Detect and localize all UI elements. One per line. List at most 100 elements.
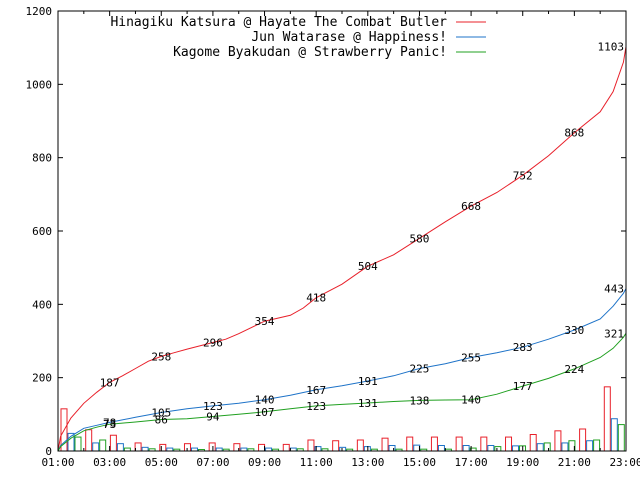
data-label: 78 (103, 416, 116, 429)
data-label: 418 (306, 292, 326, 305)
point-labels: 187 258 296 354 418 504 580 668 752 868 1103 78 105 1… (100, 41, 624, 432)
hourly-bar (92, 442, 100, 452)
data-label: 107 (255, 406, 275, 419)
hourly-bar (494, 446, 502, 452)
data-label: 283 (513, 341, 533, 354)
hourly-bar (455, 436, 463, 452)
series-line (57, 333, 627, 452)
data-label: 668 (461, 200, 481, 213)
x-tick-label: 07:00 (196, 456, 229, 469)
hourly-bar (208, 442, 216, 452)
data-label: 224 (564, 363, 584, 376)
hourly-bar (487, 445, 495, 452)
hourly-bar (258, 443, 266, 452)
hourly-bar (413, 444, 421, 452)
data-label: 140 (461, 394, 481, 407)
y-tick-label: 400 (32, 298, 52, 311)
hourly-bar (282, 443, 290, 452)
data-label: 131 (358, 397, 378, 410)
hourly-bar (159, 443, 167, 452)
data-label: 140 (255, 394, 275, 407)
hourly-bar (85, 429, 93, 452)
data-label: 1103 (598, 41, 625, 54)
hourly-bar (332, 440, 340, 452)
hourly-bar (561, 442, 569, 452)
data-label: 580 (410, 232, 430, 245)
data-label: 868 (564, 127, 584, 140)
data-label: 138 (410, 394, 430, 407)
x-tick-label: 13:00 (351, 456, 384, 469)
series-lines (57, 46, 627, 452)
x-tick-label: 19:00 (506, 456, 539, 469)
hourly-bar (505, 436, 513, 452)
data-label: 123 (203, 400, 223, 413)
hourly-bar (554, 430, 562, 452)
data-label: 167 (306, 384, 326, 397)
data-label: 187 (100, 376, 120, 389)
hourly-bar (134, 442, 142, 452)
legend-label: Hinagiku Katsura @ Hayate The Combat But… (110, 15, 447, 30)
axes: 0 200 400 600 800 1000 1200 01:00 03:00 05:00 07:0… (26, 5, 640, 469)
y-tick-label: 1200 (26, 5, 53, 18)
hourly-bar (603, 386, 611, 452)
hourly-bar (388, 445, 396, 452)
hourly-bar (586, 440, 594, 452)
x-tick-label: 15:00 (403, 456, 436, 469)
hourly-bar (579, 428, 587, 452)
hourly-bar (99, 439, 107, 452)
data-label: 94 (206, 411, 220, 424)
y-tick-label: 1000 (26, 78, 53, 91)
data-label: 191 (358, 375, 378, 388)
y-tick-label: 200 (32, 372, 52, 385)
data-label: 354 (255, 315, 275, 328)
x-tick-label: 09:00 (248, 456, 281, 469)
x-tick-label: 05:00 (145, 456, 178, 469)
data-label: 255 (461, 352, 481, 365)
hourly-bar (593, 439, 601, 452)
hourly-bar (356, 439, 364, 452)
data-label: 177 (513, 380, 533, 393)
hourly-bar (529, 434, 537, 452)
hourly-bar (381, 437, 389, 452)
series-line (57, 46, 627, 452)
x-tick-label: 11:00 (300, 456, 333, 469)
hourly-bar (512, 445, 520, 452)
y-tick-label: 800 (32, 152, 52, 165)
x-tick-label: 01:00 (41, 456, 74, 469)
legend-label: Jun Watarase @ Happiness! (251, 30, 447, 45)
data-label: 73 (103, 418, 116, 431)
data-label: 105 (151, 407, 171, 420)
x-tick-label: 21:00 (558, 456, 591, 469)
hourly-bar (109, 434, 117, 452)
data-label: 123 (306, 400, 326, 413)
legend: Hinagiku Katsura @ Hayate The Combat But… (110, 15, 486, 60)
hourly-bars (60, 386, 625, 452)
x-tick-label: 17:00 (455, 456, 488, 469)
plot-frame (57, 10, 627, 452)
hourly-bar (141, 446, 149, 452)
data-label: 296 (203, 336, 223, 349)
hourly-bar (437, 445, 445, 452)
y-tick-label: 600 (32, 225, 52, 238)
data-label: 443 (604, 283, 624, 296)
hourly-bar (543, 442, 551, 452)
data-label: 330 (564, 324, 584, 337)
series-line (57, 288, 627, 452)
x-tick-label: 23:00 (609, 456, 640, 469)
hourly-bar (406, 436, 414, 452)
hourly-bar (339, 446, 347, 452)
hourly-bar (116, 443, 124, 452)
data-label: 86 (155, 413, 168, 426)
hourly-bar (617, 424, 625, 452)
data-label: 258 (151, 350, 171, 363)
data-label: 752 (513, 169, 533, 182)
hourly-bar (430, 436, 438, 452)
hourly-bar (480, 436, 488, 452)
hourly-bar (307, 439, 315, 452)
hourly-bar (462, 445, 470, 452)
data-label: 504 (358, 260, 378, 273)
legend-label: Kagome Byakudan @ Strawberry Panic! (173, 45, 447, 60)
hourly-bar (74, 436, 82, 452)
data-label: 225 (410, 363, 430, 376)
